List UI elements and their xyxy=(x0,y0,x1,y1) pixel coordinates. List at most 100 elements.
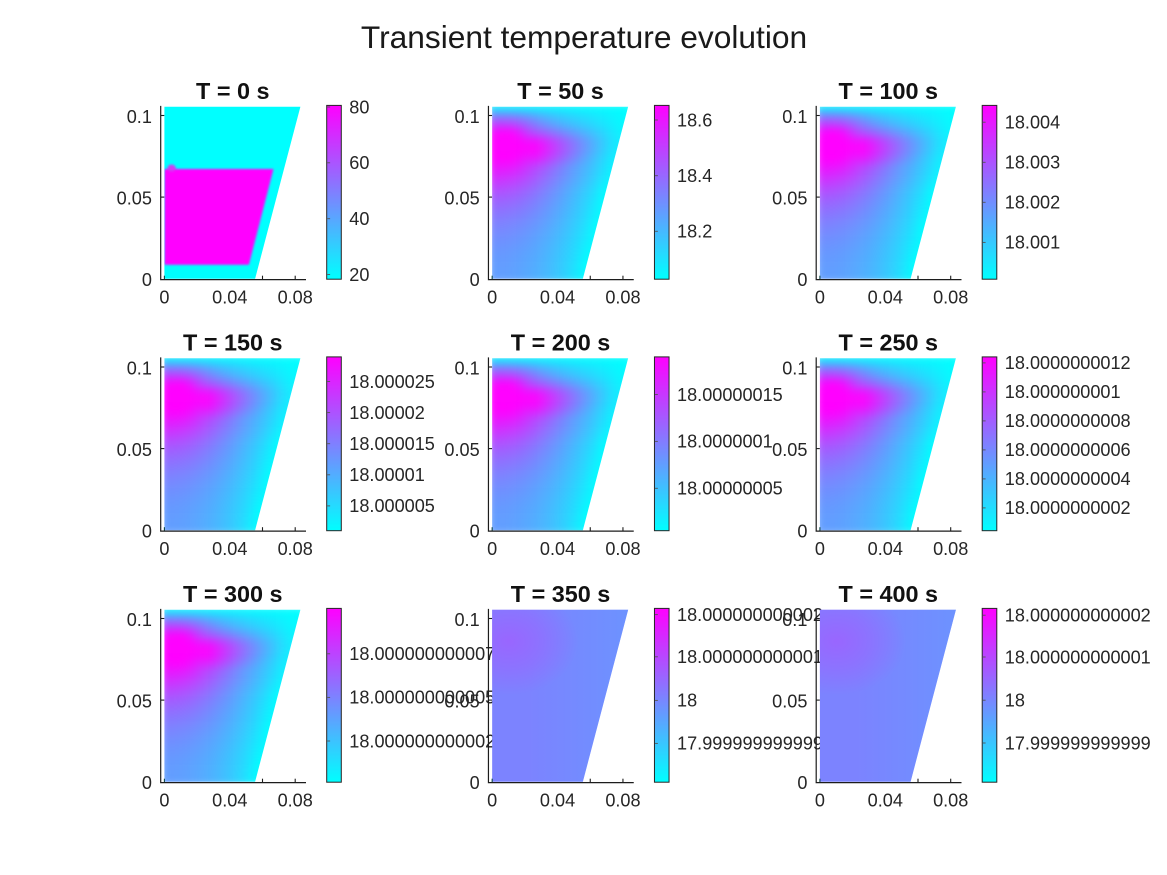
svg-text:0.05: 0.05 xyxy=(772,440,807,460)
svg-text:0: 0 xyxy=(487,790,497,810)
svg-text:0.04: 0.04 xyxy=(868,539,903,559)
svg-text:0.05: 0.05 xyxy=(772,189,807,209)
svg-text:T = 50 s: T = 50 s xyxy=(517,78,603,104)
svg-text:T = 250 s: T = 250 s xyxy=(839,329,938,355)
svg-text:18.000000001: 18.000000001 xyxy=(1005,382,1121,402)
svg-text:18.4: 18.4 xyxy=(677,166,712,186)
svg-text:18.0000000006: 18.0000000006 xyxy=(1005,440,1131,460)
svg-text:0.04: 0.04 xyxy=(868,287,903,307)
svg-text:0.04: 0.04 xyxy=(540,790,575,810)
svg-text:18.0000001: 18.0000001 xyxy=(677,432,773,452)
svg-text:Transient temperature evolutio: Transient temperature evolution xyxy=(361,19,807,55)
svg-text:0.1: 0.1 xyxy=(454,610,479,630)
svg-text:T = 200 s: T = 200 s xyxy=(511,329,610,355)
svg-text:0: 0 xyxy=(815,790,825,810)
svg-text:0.04: 0.04 xyxy=(212,539,247,559)
svg-text:0.05: 0.05 xyxy=(444,189,479,209)
svg-text:0.08: 0.08 xyxy=(278,790,313,810)
svg-text:18.0000000002: 18.0000000002 xyxy=(1005,498,1131,518)
svg-text:18.0000000008: 18.0000000008 xyxy=(1005,411,1131,431)
svg-text:0.04: 0.04 xyxy=(540,287,575,307)
svg-text:60: 60 xyxy=(349,153,369,173)
svg-text:18.00002: 18.00002 xyxy=(349,403,424,423)
svg-text:0.1: 0.1 xyxy=(454,359,479,379)
svg-text:0.05: 0.05 xyxy=(444,692,479,712)
svg-text:T = 300 s: T = 300 s xyxy=(183,581,282,607)
svg-text:20: 20 xyxy=(349,265,369,285)
svg-text:0: 0 xyxy=(487,539,497,559)
svg-text:0: 0 xyxy=(159,287,169,307)
svg-text:0.08: 0.08 xyxy=(605,790,640,810)
svg-text:18.004: 18.004 xyxy=(1005,112,1060,132)
svg-text:18: 18 xyxy=(677,691,697,711)
svg-text:0.08: 0.08 xyxy=(933,287,968,307)
svg-text:17.999999999999: 17.999999999999 xyxy=(677,734,823,754)
svg-text:18: 18 xyxy=(1005,691,1025,711)
svg-text:0: 0 xyxy=(815,287,825,307)
svg-text:0: 0 xyxy=(797,522,807,542)
svg-text:0.05: 0.05 xyxy=(117,692,152,712)
svg-text:0: 0 xyxy=(470,522,480,542)
svg-text:18.000000000001: 18.000000000001 xyxy=(677,647,823,667)
svg-text:0.04: 0.04 xyxy=(540,539,575,559)
svg-text:0.08: 0.08 xyxy=(933,790,968,810)
svg-text:0.08: 0.08 xyxy=(278,287,313,307)
svg-text:T = 400 s: T = 400 s xyxy=(839,581,938,607)
svg-text:0: 0 xyxy=(159,790,169,810)
svg-text:0.05: 0.05 xyxy=(117,440,152,460)
svg-text:0.1: 0.1 xyxy=(127,359,152,379)
svg-text:0: 0 xyxy=(142,522,152,542)
svg-text:0.04: 0.04 xyxy=(868,790,903,810)
svg-text:18.000000000002: 18.000000000002 xyxy=(677,605,823,625)
svg-text:18.003: 18.003 xyxy=(1005,153,1060,173)
svg-text:0.08: 0.08 xyxy=(278,539,313,559)
svg-text:18.0000000012: 18.0000000012 xyxy=(1005,353,1131,373)
svg-text:0: 0 xyxy=(797,773,807,793)
svg-text:0: 0 xyxy=(487,287,497,307)
svg-text:0.1: 0.1 xyxy=(782,359,807,379)
svg-text:0: 0 xyxy=(470,270,480,290)
svg-text:0: 0 xyxy=(142,270,152,290)
svg-text:18.002: 18.002 xyxy=(1005,193,1060,213)
svg-text:18.00001: 18.00001 xyxy=(349,465,424,485)
svg-text:T = 100 s: T = 100 s xyxy=(839,78,938,104)
svg-text:0.1: 0.1 xyxy=(127,107,152,127)
svg-text:0: 0 xyxy=(142,773,152,793)
svg-text:0.05: 0.05 xyxy=(772,692,807,712)
svg-text:0.08: 0.08 xyxy=(605,287,640,307)
svg-text:0.08: 0.08 xyxy=(933,539,968,559)
svg-text:0.04: 0.04 xyxy=(212,287,247,307)
svg-text:18.000025: 18.000025 xyxy=(349,372,435,392)
svg-text:0.1: 0.1 xyxy=(454,107,479,127)
svg-text:18.6: 18.6 xyxy=(677,110,712,130)
svg-text:T = 350 s: T = 350 s xyxy=(511,581,610,607)
svg-text:18.000000000005: 18.000000000005 xyxy=(349,688,495,708)
svg-text:0: 0 xyxy=(470,773,480,793)
svg-text:18.000005: 18.000005 xyxy=(349,496,435,516)
svg-text:0.05: 0.05 xyxy=(444,440,479,460)
svg-text:18.2: 18.2 xyxy=(677,222,712,242)
svg-text:0.04: 0.04 xyxy=(212,790,247,810)
svg-text:18.0000000004: 18.0000000004 xyxy=(1005,469,1131,489)
svg-text:17.999999999999: 17.999999999999 xyxy=(1005,733,1151,753)
svg-text:0: 0 xyxy=(797,270,807,290)
svg-text:18.000015: 18.000015 xyxy=(349,434,435,454)
svg-text:80: 80 xyxy=(349,97,369,117)
svg-text:0.08: 0.08 xyxy=(605,539,640,559)
svg-text:18.00000015: 18.00000015 xyxy=(677,385,783,405)
svg-text:0.1: 0.1 xyxy=(782,610,807,630)
svg-text:18.0000000000025: 18.0000000000025 xyxy=(349,731,505,751)
svg-text:18.000000000002: 18.000000000002 xyxy=(1005,606,1151,626)
svg-text:18.0000000000075: 18.0000000000075 xyxy=(349,644,505,664)
svg-text:18.00000005: 18.00000005 xyxy=(677,479,783,499)
svg-text:18.001: 18.001 xyxy=(1005,233,1060,253)
svg-text:40: 40 xyxy=(349,209,369,229)
svg-text:18.000000000001: 18.000000000001 xyxy=(1005,647,1151,667)
svg-text:0.1: 0.1 xyxy=(127,610,152,630)
svg-text:0.05: 0.05 xyxy=(117,189,152,209)
svg-text:T = 150 s: T = 150 s xyxy=(183,329,282,355)
svg-text:T = 0 s: T = 0 s xyxy=(196,78,269,104)
svg-text:0: 0 xyxy=(815,539,825,559)
svg-text:0: 0 xyxy=(159,539,169,559)
svg-text:0.1: 0.1 xyxy=(782,107,807,127)
